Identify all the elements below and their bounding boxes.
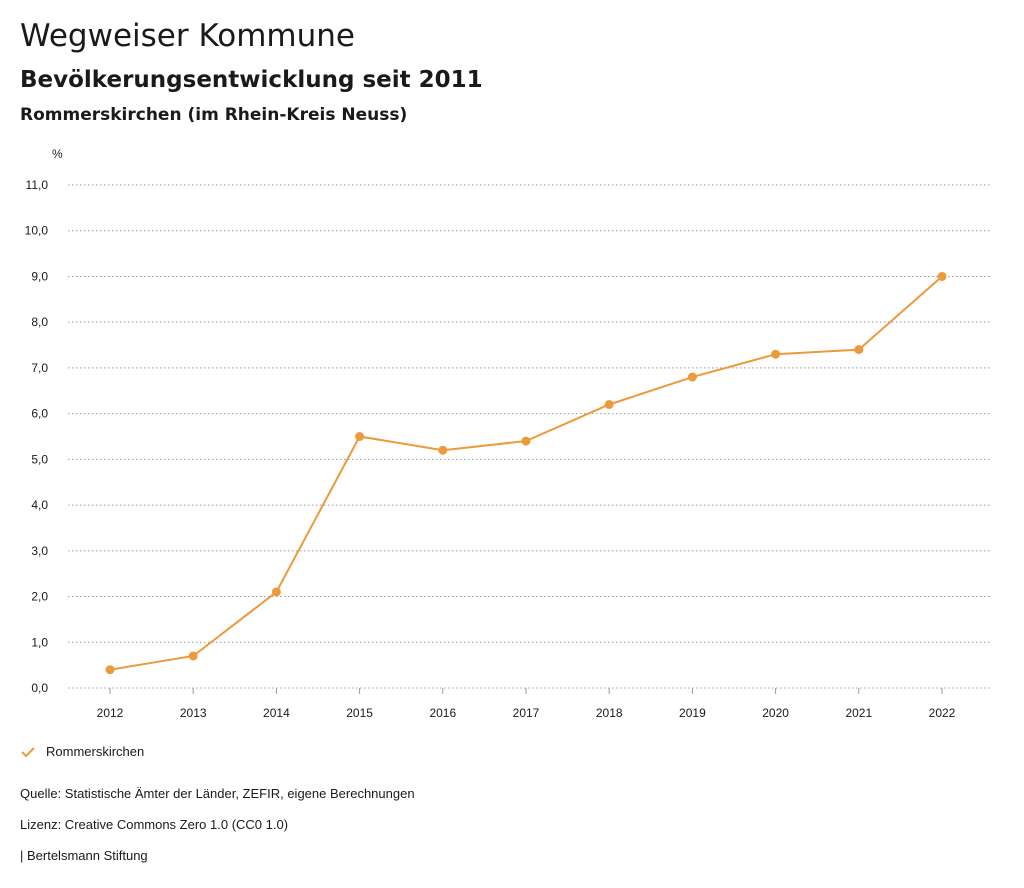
data-point[interactable] — [521, 436, 531, 446]
x-tick-label: 2021 — [845, 706, 872, 720]
x-tick-label: 2013 — [180, 706, 207, 720]
gridlines — [68, 184, 990, 689]
line-chart: % 0,0 1,0 2,0 3,0 4,0 5,0 6,0 7,0 8,0 9,0 10,0 11,0… — [25, 147, 990, 720]
y-tick-label: 4,0 — [31, 498, 48, 512]
x-tick-label: 2016 — [429, 706, 456, 720]
y-tick-label: 11,0 — [26, 178, 49, 192]
y-tick-label: 0,0 — [31, 681, 48, 695]
data-point[interactable] — [355, 432, 365, 441]
x-tick-label: 2018 — [596, 706, 623, 720]
brand-note: | Bertelsmann Stiftung — [20, 848, 148, 863]
data-point[interactable] — [438, 445, 448, 455]
y-tick-label: 8,0 — [31, 315, 48, 329]
data-point[interactable] — [105, 665, 115, 675]
legend[interactable]: Rommerskirchen — [20, 744, 144, 759]
y-tick-label: 9,0 — [31, 269, 48, 283]
x-tick-label: 2020 — [762, 706, 789, 720]
license-note: Lizenz: Creative Commons Zero 1.0 (CC0 1… — [20, 817, 289, 832]
y-tick-label: 7,0 — [31, 361, 48, 375]
series-line — [109, 275, 943, 671]
data-point[interactable] — [854, 345, 864, 355]
x-tick-label: 2017 — [513, 706, 540, 720]
y-tick-label: 5,0 — [31, 452, 48, 466]
data-point[interactable] — [771, 349, 781, 359]
data-point[interactable] — [937, 271, 947, 281]
data-point[interactable] — [604, 399, 614, 409]
y-axis-unit-label: % — [52, 147, 63, 161]
y-axis-ticks: 0,0 1,0 2,0 3,0 4,0 5,0 6,0 7,0 8,0 9,0 10,0 11,0 — [25, 178, 49, 695]
legend-check-icon — [21, 746, 35, 757]
series-group — [105, 271, 947, 675]
data-point[interactable] — [188, 651, 198, 661]
legend-label: Rommerskirchen — [46, 744, 145, 759]
x-tick-label: 2022 — [929, 706, 956, 720]
y-tick-label: 10,0 — [25, 224, 49, 238]
y-tick-label: 6,0 — [31, 407, 48, 421]
y-tick-label: 1,0 — [31, 635, 48, 649]
x-axis-ticks: 2012 2013 2014 2015 2016 2017 2018 2019 2020 2021… — [97, 688, 956, 720]
x-tick-label: 2012 — [97, 706, 124, 720]
source-note: Quelle: Statistische Ämter der Länder, Z… — [20, 786, 415, 801]
region-title: Rommerskirchen (im Rhein-Kreis Neuss) — [20, 105, 408, 125]
data-point[interactable] — [687, 372, 697, 382]
y-tick-label: 2,0 — [31, 590, 48, 604]
y-tick-label: 3,0 — [31, 544, 48, 558]
page-title: Wegweiser Kommune — [20, 18, 355, 54]
chart-subtitle: Bevölkerungsentwicklung seit 2011 — [20, 67, 483, 93]
x-tick-label: 2019 — [679, 706, 706, 720]
x-tick-label: 2014 — [263, 706, 290, 720]
data-point[interactable] — [271, 587, 281, 597]
x-tick-label: 2015 — [346, 706, 373, 720]
